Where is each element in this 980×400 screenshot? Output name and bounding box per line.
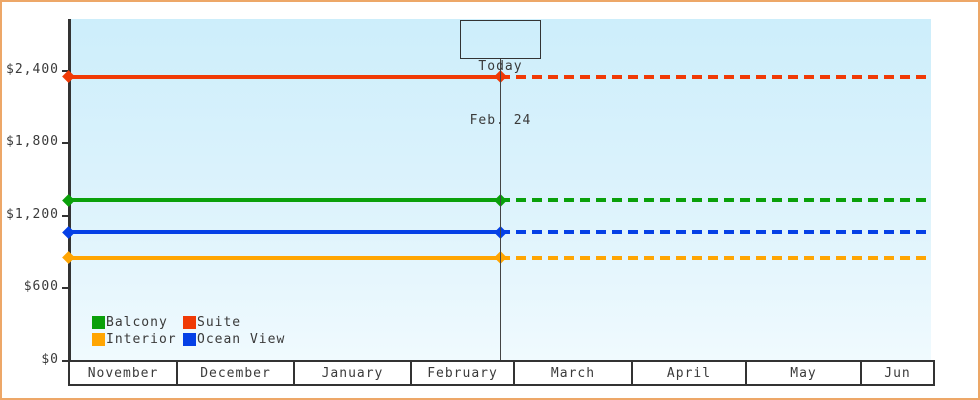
x-axis-month-band: November December January February March Apri…: [68, 360, 935, 386]
y-tick-mark: [62, 287, 68, 289]
y-tick-mark: [62, 359, 68, 362]
legend-label: Interior: [106, 332, 177, 347]
series-line-dashed-suite: [500, 74, 931, 79]
series-line-solid-balcony: [71, 198, 500, 203]
legend-swatch-icon: [183, 333, 196, 346]
month-cell-december: December: [178, 362, 295, 384]
series-line-dashed-balcony: [500, 198, 931, 203]
y-tick-label: $2,400: [6, 61, 59, 77]
series-line-dashed-interior: [500, 255, 931, 260]
series-line-solid-interior: [71, 255, 500, 260]
y-tick-mark: [62, 69, 68, 72]
month-cell-november: November: [70, 362, 178, 384]
legend-label: Ocean View: [197, 332, 286, 347]
month-cell-january: January: [295, 362, 412, 384]
legend-swatch-icon: [183, 316, 196, 329]
legend-item-interior: Interior: [92, 333, 177, 346]
legend-item-balcony: Balcony: [92, 316, 168, 329]
legend-swatch-icon: [92, 316, 105, 329]
legend-label: Suite: [197, 315, 242, 330]
today-label: Today: [478, 59, 523, 74]
series-line-dashed-ocean-view: [500, 230, 931, 235]
month-cell-jun: Jun: [884, 365, 911, 381]
today-marker-line: [500, 59, 501, 361]
month-cell-march: March: [515, 362, 633, 384]
y-tick-mark: [62, 142, 68, 144]
month-cell-april: April: [633, 362, 747, 384]
today-date: Feb. 24: [469, 113, 532, 128]
series-line-solid-suite: [71, 74, 500, 79]
y-tick-label: $600: [23, 279, 59, 294]
y-tick-label: $1,800: [6, 134, 59, 149]
month-cell-may: May: [747, 362, 862, 384]
today-annotation-box: Today Feb. 24: [460, 20, 541, 128]
legend-label: Balcony: [106, 315, 168, 330]
y-tick-label: $0: [41, 351, 59, 367]
legend-item-ocean-view: Ocean View: [183, 333, 285, 346]
legend-swatch-icon: [92, 333, 105, 346]
legend-item-suite: Suite: [183, 316, 241, 329]
y-tick-mark: [62, 214, 68, 217]
y-axis-line: [68, 19, 71, 363]
month-cell-february: February: [412, 362, 515, 384]
y-tick-label: $1,200: [6, 206, 59, 222]
series-line-solid-ocean-view: [71, 230, 500, 235]
